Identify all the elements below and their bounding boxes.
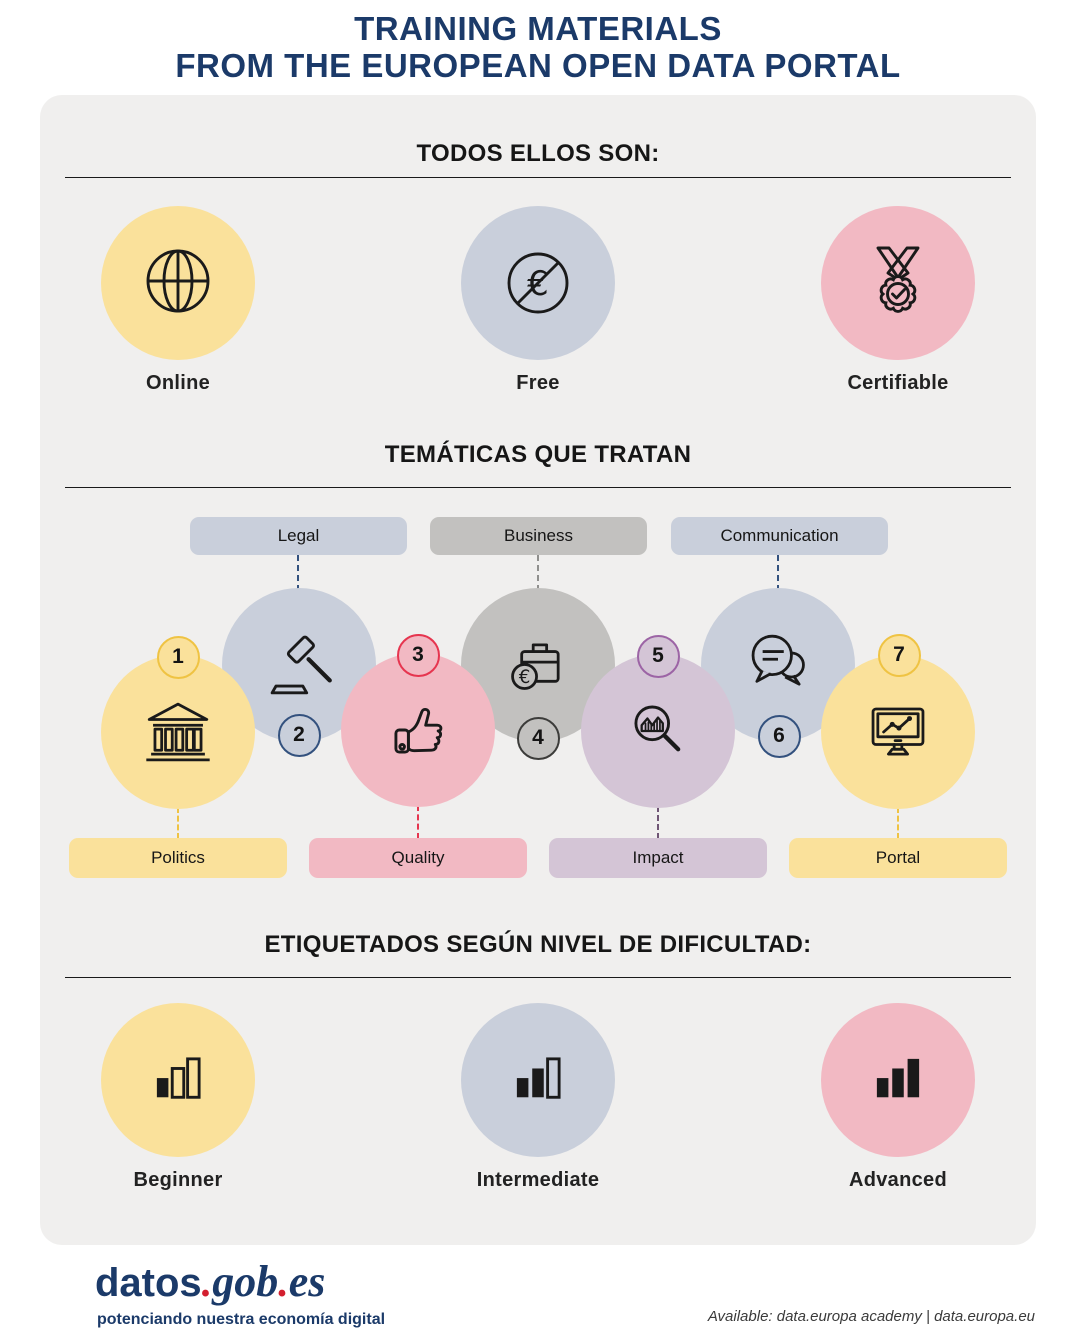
section-heading-difficulty: ETIQUETADOS SEGÚN NIVEL DE DIFICULTAD: [264,931,812,958]
topic-number-badge-5: 5 [636,634,680,678]
topic-number-badge-4: 4 [516,716,560,760]
content-panel: TODOS ELLOS SON: Online [40,95,1036,1245]
gavel-icon [270,635,332,695]
bars-level-3-icon [876,1058,920,1098]
logo-gob: gob [212,1257,279,1306]
topic-circle-portal [821,655,975,809]
difficulty-circle-advanced [821,1003,975,1157]
topic-circle-politics [101,655,255,809]
connector-business [537,555,539,591]
bars-level-2-icon [516,1057,561,1099]
topic-number-badge-2: 2 [277,713,321,757]
difficulty-intermediate: Intermediate [418,1003,658,1192]
difficulty-beginner: Beginner [58,1003,298,1192]
feature-circle-certifiable [821,206,975,360]
svg-text:€: € [527,264,549,304]
topic-pill-impact: Impact [549,838,767,878]
monitor-chart-icon [871,707,925,756]
feature-label-certifiable: Certifiable [847,372,949,394]
topic-pill-quality: Quality [309,838,527,878]
feature-label-free: Free [516,372,560,394]
section-rule [65,487,1011,488]
difficulty-label-beginner: Beginner [133,1169,223,1191]
topic-number-badge-6: 6 [757,714,801,758]
connector-legal [297,555,299,591]
logo-dot: . [278,1260,289,1306]
feature-circle-online [101,206,255,360]
connector-impact [657,806,659,839]
feature-online: Online [58,206,298,395]
connector-portal [897,807,899,839]
svg-text:€: € [519,667,531,688]
section-rule [65,177,1011,178]
page-title-line2: FROM THE EUROPEAN OPEN DATA PORTAL [175,47,901,84]
logo-dot: . [201,1260,213,1306]
topic-pill-business: Business [430,517,647,555]
availability-note: Available: data.europa academy | data.eu… [707,1308,1035,1325]
topic-number-badge-7: 7 [877,633,921,677]
speech-bubbles-icon [751,634,805,686]
globe-icon [146,249,210,313]
connector-politics [177,807,179,839]
difficulty-advanced: Advanced [778,1003,1018,1192]
feature-circle-free: € [461,206,615,360]
topic-number-badge-1: 1 [156,635,200,679]
thumbs-up-icon [394,707,443,754]
difficulty-label-advanced: Advanced [849,1169,947,1191]
bars-level-1-icon [156,1057,201,1099]
difficulty-label-intermediate: Intermediate [476,1169,600,1191]
topic-pill-communication: Communication [671,517,888,555]
section-heading-features: TODOS ELLOS SON: [416,140,660,167]
logo-es: es [288,1257,326,1306]
connector-quality [417,805,419,839]
euro-crossed-icon: € [507,252,569,314]
section-rule [65,977,1011,978]
logo-datos: datos [95,1261,202,1305]
page-title-line1: TRAINING MATERIALS [354,10,722,47]
bank-icon [146,702,210,762]
feature-free: € Free [418,206,658,395]
page-title: TRAINING MATERIALS FROM THE EUROPEAN OPE… [0,10,1076,84]
difficulty-circle-beginner [101,1003,255,1157]
topic-pill-politics: Politics [69,838,287,878]
topic-pill-legal: Legal [190,517,407,555]
difficulty-circle-intermediate [461,1003,615,1157]
topic-circle-quality [341,653,495,807]
topic-number-badge-3: 3 [396,633,440,677]
section-heading-topics: TEMÁTICAS QUE TRATAN [384,441,692,468]
topic-pill-portal: Portal [789,838,1007,878]
feature-label-online: Online [145,372,211,394]
medal-icon [876,246,920,313]
logo-tagline: potenciando nuestra economía digital [97,1311,386,1328]
topic-circle-impact [581,654,735,808]
datos-gob-es-logo: datos.gob.es [95,1256,325,1307]
feature-certifiable: Certifiable [778,206,1018,395]
magnifier-chart-icon [634,705,681,752]
briefcase-euro-icon: € [511,643,560,690]
connector-communication [777,555,779,591]
